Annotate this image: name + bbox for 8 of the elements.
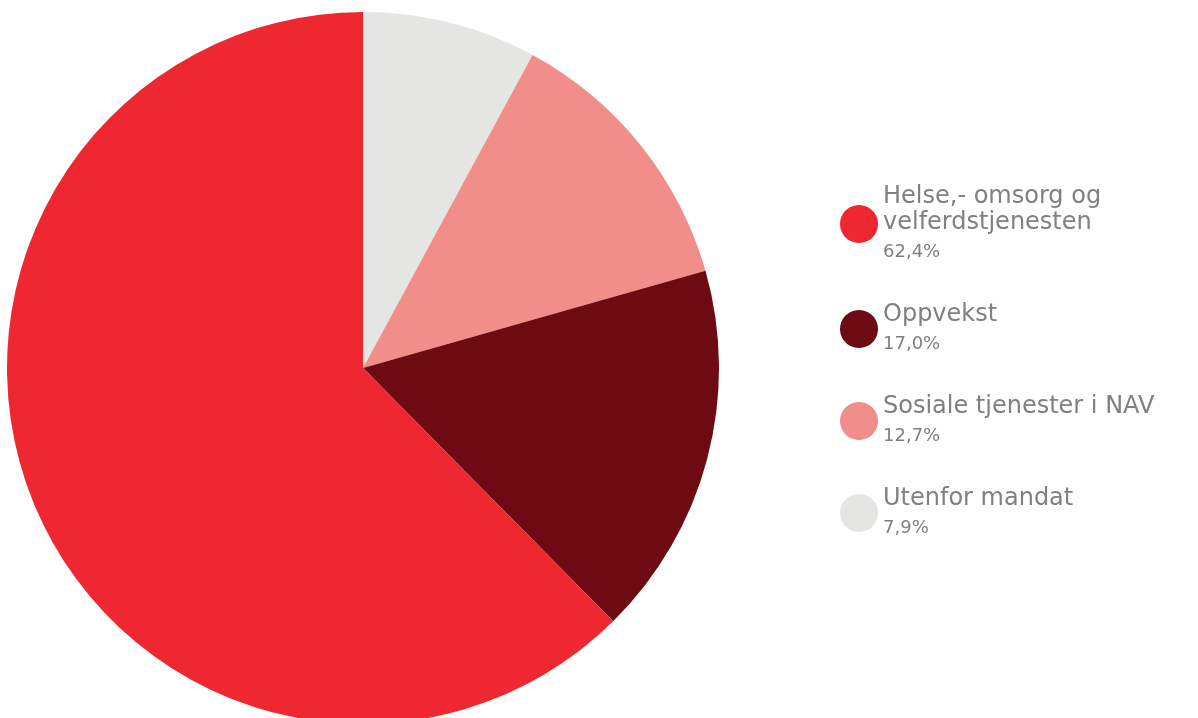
data-label: 12,7%	[883, 423, 941, 445]
legend-label: Sosiale tjenester i NAV	[883, 391, 1155, 419]
legend-label: Utenfor mandat	[883, 483, 1074, 511]
data-label: 62,4%	[883, 239, 941, 261]
legend-label: Oppvekst	[883, 299, 998, 327]
data-label: 17,0%	[883, 331, 941, 353]
data-label: 7,9%	[883, 515, 929, 537]
legend-label: Helse,- omsorg og velferdstjenesten	[883, 181, 1102, 235]
